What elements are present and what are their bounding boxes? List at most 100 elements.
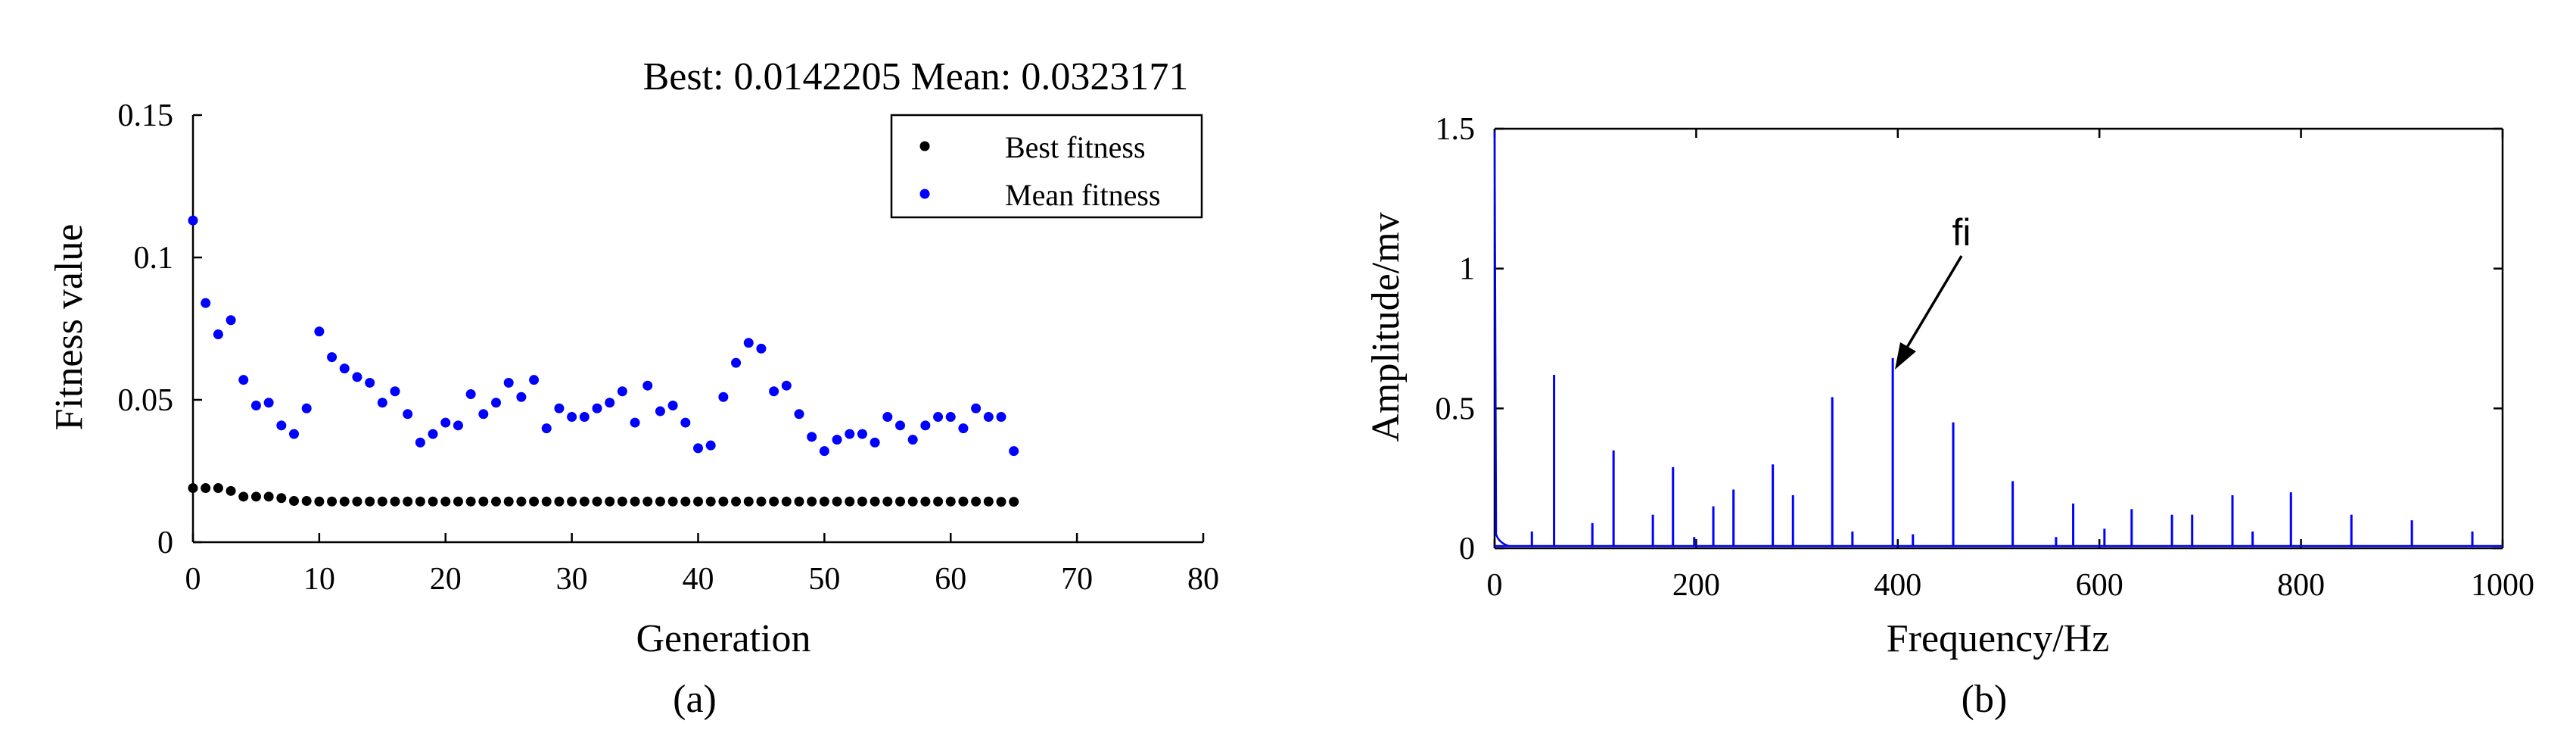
x-tick-label: 200 — [1672, 568, 1720, 603]
panel-a-marks — [188, 215, 1019, 507]
best-fitness-point — [895, 496, 905, 507]
best-fitness-point — [667, 496, 678, 507]
mean-fitness-point — [907, 435, 918, 445]
y-tick-label: 0 — [157, 526, 173, 560]
x-tick-label: 0 — [185, 562, 201, 597]
best-fitness-point — [705, 496, 716, 507]
annotation-fi-label: fi — [1952, 211, 1971, 254]
best-fitness-point — [238, 491, 249, 502]
best-fitness-point — [655, 496, 665, 507]
annotation-arrow-shaft — [1904, 255, 1963, 351]
panel-a-axes: 0 10 20 30 40 50 60 70 80 0 0.05 0.1 0.15 — [118, 98, 1220, 597]
panel-a-scatter-chart: Best: 0.0142205 Mean: 0.0323171 0 10 20 30 4… — [48, 55, 1219, 721]
best-fitness-point — [945, 496, 956, 507]
mean-fitness-point — [516, 392, 527, 402]
best-fitness-point — [680, 496, 691, 507]
mean-fitness-point — [327, 352, 338, 363]
mean-fitness-point — [541, 423, 552, 434]
best-fitness-point — [226, 485, 236, 496]
mean-fitness-point — [693, 443, 703, 454]
x-tick-label: 80 — [1187, 562, 1219, 597]
panel-a-ylabel: Fitness value — [48, 224, 91, 431]
mean-fitness-point — [655, 406, 665, 416]
mean-fitness-point — [705, 440, 716, 451]
mean-fitness-point — [415, 437, 425, 448]
mean-fitness-point — [920, 420, 931, 431]
best-fitness-point — [250, 491, 261, 502]
mean-fitness-point — [971, 403, 982, 413]
legend-box — [890, 114, 1203, 219]
mean-fitness-point — [870, 437, 880, 448]
mean-fitness-point — [529, 375, 540, 385]
panel-a-label: (a) — [673, 678, 717, 721]
mean-fitness-point — [465, 388, 476, 399]
mean-fitness-point — [276, 420, 287, 431]
best-fitness-point — [377, 496, 387, 507]
mean-fitness-point — [213, 329, 223, 340]
best-fitness-point — [263, 491, 274, 502]
x-tick-label: 30 — [556, 562, 588, 597]
x-tick-label: 60 — [935, 562, 966, 597]
best-fitness-point — [516, 496, 527, 507]
best-fitness-point — [642, 496, 653, 507]
best-fitness-point — [807, 496, 817, 507]
mean-fitness-point — [592, 403, 602, 413]
y-tick-label: 0.1 — [134, 241, 174, 276]
best-fitness-point — [630, 496, 640, 507]
mean-fitness-point — [453, 420, 463, 431]
mean-fitness-point — [667, 401, 678, 411]
best-fitness-point — [907, 496, 918, 507]
mean-fitness-point — [238, 375, 249, 385]
best-fitness-point — [301, 495, 312, 506]
best-fitness-point — [769, 496, 779, 507]
panel-b-label: (b) — [1962, 678, 2008, 721]
x-tick-label: 20 — [430, 562, 462, 597]
x-tick-label: 800 — [2277, 568, 2325, 603]
mean-fitness-point — [301, 403, 312, 413]
mean-fitness-point — [958, 423, 969, 434]
mean-fitness-point — [845, 429, 855, 439]
best-fitness-point — [289, 495, 299, 506]
y-tick-label: 0.5 — [1436, 392, 1476, 426]
best-fitness-point — [465, 496, 476, 507]
x-tick-label: 600 — [2076, 568, 2123, 603]
best-fitness-point — [617, 496, 627, 507]
mean-fitness-point — [756, 343, 767, 354]
mean-fitness-point — [983, 412, 994, 423]
best-fitness-point — [958, 496, 969, 507]
legend-mean-marker — [919, 189, 930, 199]
legend-best-label: Best fitness — [1005, 130, 1146, 164]
annotation-arrow-head — [1895, 342, 1916, 370]
best-fitness-point — [567, 496, 577, 507]
panel-a-legend: Best fitness Mean fitness — [890, 114, 1203, 219]
panel-b-ylabel: Amplitude/mv — [1364, 212, 1408, 441]
best-fitness-point — [996, 497, 1006, 507]
best-fitness-point — [390, 496, 400, 507]
mean-fitness-point — [352, 372, 362, 382]
mean-fitness-point — [491, 398, 501, 408]
y-tick-label: 0 — [1459, 532, 1475, 566]
panel-a-title: Best: 0.0142205 Mean: 0.0323171 — [643, 55, 1189, 98]
panel-b-annotation: fi — [1895, 211, 1971, 370]
mean-fitness-point — [605, 398, 615, 408]
mean-fitness-point — [781, 380, 792, 391]
mean-fitness-point — [339, 363, 350, 374]
spectrum-dc-component — [1493, 131, 1510, 548]
x-tick-label: 1000 — [2471, 568, 2534, 603]
mean-fitness-point — [718, 392, 729, 402]
mean-fitness-point — [478, 409, 489, 420]
best-fitness-point — [718, 496, 729, 507]
mean-fitness-point — [428, 429, 438, 439]
best-fitness-point — [870, 496, 880, 507]
best-fitness-point — [693, 496, 703, 507]
best-fitness-point — [579, 496, 590, 507]
mean-fitness-point — [769, 386, 779, 397]
legend-mean-label: Mean fitness — [1005, 178, 1161, 212]
mean-fitness-point — [895, 420, 905, 431]
best-fitness-point — [213, 483, 223, 494]
x-tick-label: 70 — [1061, 562, 1093, 597]
best-fitness-point — [794, 496, 804, 507]
mean-fitness-point — [226, 315, 236, 326]
best-fitness-point — [882, 496, 893, 507]
